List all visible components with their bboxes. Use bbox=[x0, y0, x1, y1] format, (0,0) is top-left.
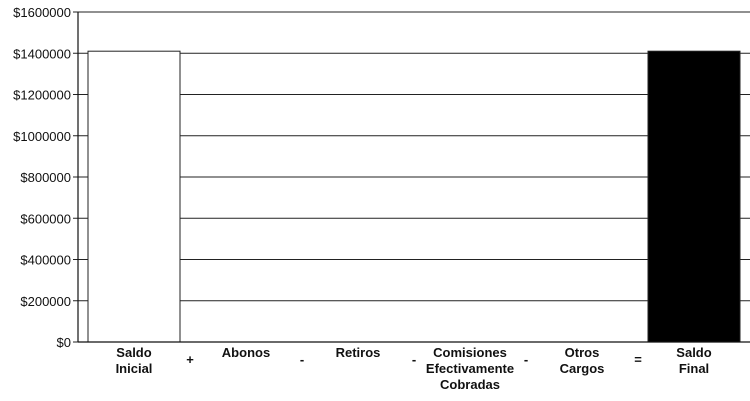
operator-label: - bbox=[300, 352, 304, 367]
y-axis-ticks: $0 $200000 $400000 $600000 $800000 $1000000 $1… bbox=[13, 5, 78, 350]
bars bbox=[87, 50, 741, 343]
y-tick-label: $200000 bbox=[20, 294, 71, 309]
y-tick-label: $1000000 bbox=[13, 129, 71, 144]
bar bbox=[647, 50, 741, 343]
y-tick-label: $0 bbox=[57, 335, 71, 350]
x-axis-categories: Saldo Inicial Abonos Retiros Comisiones Efect… bbox=[116, 345, 712, 392]
operator-label: - bbox=[412, 352, 416, 367]
operator-label: = bbox=[634, 352, 642, 367]
x-category-label: Retiros bbox=[336, 345, 381, 360]
bar bbox=[87, 50, 181, 343]
axes bbox=[77, 12, 750, 343]
x-category-label: Comisiones Efectivamente Cobradas bbox=[426, 345, 514, 392]
y-tick-label: $400000 bbox=[20, 253, 71, 268]
operators: + - - - = bbox=[186, 352, 642, 367]
gridlines bbox=[78, 11, 750, 343]
x-category-label: Saldo Inicial bbox=[116, 345, 153, 376]
x-category-label: Saldo Final bbox=[676, 345, 711, 376]
y-tick-label: $800000 bbox=[20, 170, 71, 185]
y-tick-label: $600000 bbox=[20, 211, 71, 226]
operator-label: + bbox=[186, 352, 194, 367]
operator-label: - bbox=[524, 352, 528, 367]
y-tick-label: $1600000 bbox=[13, 5, 71, 20]
y-tick-label: $1400000 bbox=[13, 46, 71, 61]
y-tick-label: $1200000 bbox=[13, 88, 71, 103]
x-category-label: Abonos bbox=[222, 345, 270, 360]
x-category-label: Otros Cargos bbox=[560, 345, 605, 376]
